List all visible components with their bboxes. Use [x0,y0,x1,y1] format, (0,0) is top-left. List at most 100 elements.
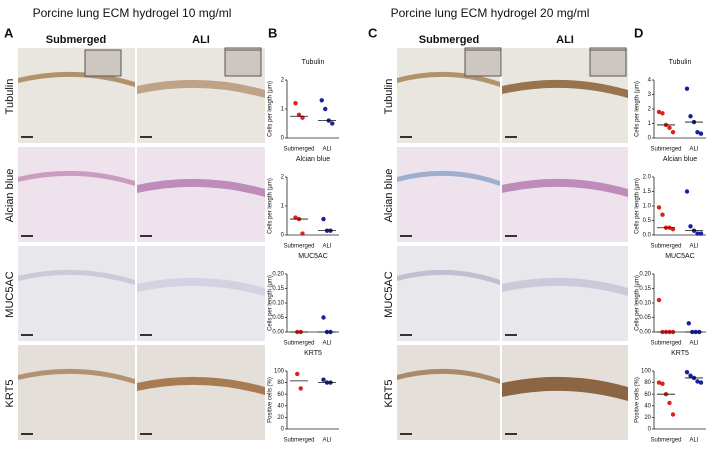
tissue-layer [137,79,265,98]
column-label: ALI [556,34,574,46]
data-point [660,381,665,386]
y-tick-label: 0 [281,136,285,142]
chart-title: Alcian blue [296,156,330,163]
column-label: Submerged [46,34,107,46]
y-tick-label: 0 [648,427,652,433]
data-point [688,114,693,119]
data-point [695,231,700,236]
data-point [321,377,326,382]
micrograph [18,345,135,440]
column-label: Submerged [419,34,480,46]
micrograph [397,147,500,242]
y-tick-label: 4 [648,78,652,84]
y-axis-label: Cells per length (µm) [268,81,274,137]
inset-frame [84,49,122,77]
header: Porcine lung ECM hydrogel 10 mg/ml [33,6,232,20]
data-point [300,231,305,236]
y-tick-label: 0.0 [643,233,652,239]
data-point [684,86,690,91]
inset-frame [589,49,627,77]
data-point [688,224,693,229]
y-tick-label: 40 [644,403,651,409]
y-tick-label: 0.00 [639,330,651,336]
x-tick-label: Submerged [283,341,314,347]
x-tick-label: Submerged [650,438,681,444]
x-tick-label: ALI [322,147,331,153]
data-point [298,386,303,391]
y-tick-label: 1.5 [643,189,652,195]
tissue-layer [18,269,135,285]
micrograph [397,345,500,440]
data-point [670,412,676,417]
micrographs [18,47,628,440]
y-axis-label: Positive cells (%) [635,377,641,423]
micrograph [502,147,628,242]
chart-title: Tubulin [669,59,692,66]
micrograph [397,246,500,341]
data-point [698,231,704,236]
panel-letter: D [634,25,643,40]
y-tick-label: 60 [277,392,284,398]
y-tick-label: 1.0 [643,204,652,210]
y-tick-label: 2 [281,175,285,181]
data-point [656,109,662,115]
chart-title: Tubulin [302,59,325,66]
data-point [688,373,693,378]
x-tick-label: ALI [689,147,698,153]
x-tick-label: Submerged [650,244,681,250]
tissue-layer [502,376,628,401]
data-point [321,315,326,320]
tissue-layer [397,269,500,285]
y-tick-label: 0 [281,427,285,433]
micrograph [502,246,628,341]
x-tick-label: Submerged [283,244,314,250]
x-tick-label: Submerged [283,438,314,444]
data-point [684,369,690,375]
y-axis-label: Positive cells (%) [268,377,274,423]
y-tick-label: 0.05 [639,315,651,321]
y-tick-label: 1 [648,121,652,127]
tissue-layer [18,170,135,186]
data-point [656,380,662,385]
data-point [695,130,700,135]
row-label: KRT5 [4,380,16,408]
micrograph [137,147,265,242]
y-tick-label: 1 [281,204,285,210]
panel-letter: B [268,25,277,40]
y-tick-label: 0.10 [272,301,284,307]
data-point [667,125,672,131]
row-label: Tubulin [4,79,16,115]
y-tick-label: 80 [644,380,651,386]
inset-frame [224,49,262,77]
panel-letter: C [368,25,378,40]
y-tick-label: 2.0 [643,175,652,181]
micrograph [137,246,265,341]
x-tick-label: ALI [689,438,698,444]
data-point [667,400,672,406]
x-tick-label: ALI [689,244,698,250]
x-tick-label: ALI [322,341,331,347]
y-tick-label: 20 [277,415,284,421]
data-point [660,111,665,116]
y-tick-label: 60 [644,392,651,398]
data-point [293,101,298,106]
y-tick-label: 0.05 [272,315,284,321]
data-point [319,98,324,103]
y-axis-label: Cells per length (µm) [268,275,274,331]
data-point [695,379,700,384]
x-tick-label: Submerged [283,147,314,153]
y-tick-label: 2 [648,107,652,113]
y-tick-label: 0 [648,136,652,142]
row-label: Alcian blue [383,169,395,223]
data-point [686,321,691,326]
row-label: MUC5AC [383,271,395,318]
data-point [295,371,300,377]
tissue-layer [502,277,628,296]
inset-frame [464,49,502,77]
micrograph [137,345,265,440]
y-tick-label: 0.15 [639,286,651,292]
y-axis-label: Cells per length (µm) [268,178,274,234]
header: Porcine lung ECM hydrogel 20 mg/ml [391,6,590,20]
y-tick-label: 20 [644,415,651,421]
tissue-layer [137,277,265,296]
